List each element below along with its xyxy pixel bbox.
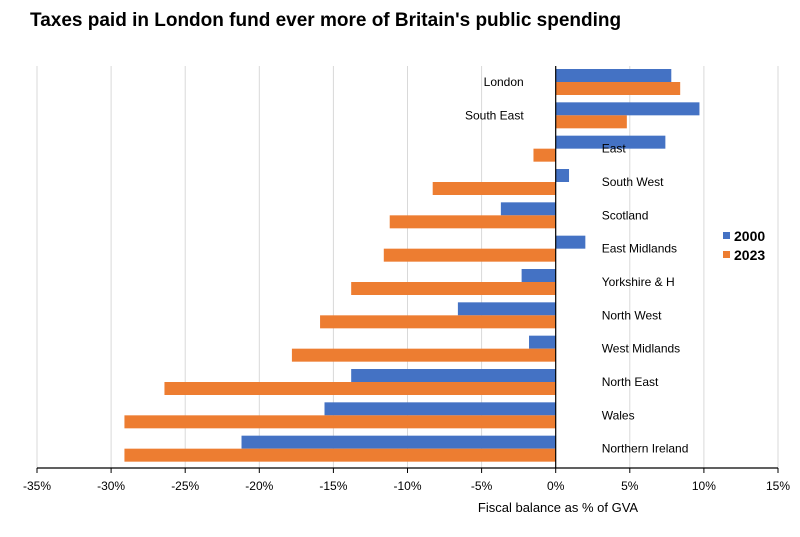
category-labels: London South East East South West Scotland Ea… xyxy=(465,75,688,456)
bar-2023-south-west xyxy=(432,182,556,195)
x-tick-label: 0% xyxy=(547,479,565,493)
x-tick-label: -25% xyxy=(171,479,199,493)
bar-2000-north-west xyxy=(457,302,556,316)
category-label: East xyxy=(602,142,627,156)
grid-lines xyxy=(36,66,779,468)
bar-2023-wales xyxy=(124,415,556,429)
category-label: South East xyxy=(465,108,524,122)
bar-2000-west-midlands xyxy=(529,335,556,349)
category-label: West Midlands xyxy=(602,342,680,356)
bar-2023-scotland xyxy=(389,215,556,229)
category-label: Scotland xyxy=(602,208,649,222)
bar-2000-yorkshire-h xyxy=(521,269,556,282)
bars xyxy=(124,69,700,462)
legend-item-2000: 2000 xyxy=(723,226,765,245)
bar-2000-london xyxy=(555,69,672,82)
x-tick-label: -20% xyxy=(245,479,273,493)
bar-2000-wales xyxy=(324,402,556,416)
bar-2000-east xyxy=(555,135,666,149)
legend-item-2023: 2023 xyxy=(723,245,765,264)
x-tick-label: -5% xyxy=(471,479,493,493)
x-tick-label: 15% xyxy=(766,479,790,493)
category-label: North East xyxy=(602,375,659,389)
x-tick-label: -35% xyxy=(23,479,51,493)
bar-2023-northern-ireland xyxy=(124,448,556,462)
legend: 2000 2023 xyxy=(723,226,765,264)
category-label: Yorkshire & H xyxy=(602,275,675,289)
bar-2000-east-midlands xyxy=(555,235,586,249)
category-label: London xyxy=(484,75,524,89)
chart-title: Taxes paid in London fund ever more of B… xyxy=(30,10,622,31)
x-tick-label: -30% xyxy=(97,479,125,493)
legend-label-2000: 2000 xyxy=(734,227,766,244)
legend-swatch-2000 xyxy=(723,232,730,239)
legend-label-2023: 2023 xyxy=(734,246,766,263)
bar-2000-scotland xyxy=(500,202,556,216)
category-label: Northern Ireland xyxy=(602,442,689,456)
bar-2023-north-east xyxy=(164,382,556,395)
bar-2000-south-west xyxy=(555,169,570,182)
legend-swatch-2023 xyxy=(723,251,730,258)
tick-labels: -35% -30% -25% -20% -15% -10% -5% 0% 5% 10% 15% xyxy=(23,468,790,493)
x-tick-label: -10% xyxy=(393,479,421,493)
category-label: East Midlands xyxy=(602,242,677,256)
bar-2023-west-midlands xyxy=(291,348,556,362)
x-tick-label: -15% xyxy=(319,479,347,493)
bar-2023-east xyxy=(533,148,556,162)
bar-2023-south-east xyxy=(555,115,627,129)
category-label: Wales xyxy=(602,408,635,422)
x-tick-label: 10% xyxy=(692,479,716,493)
bar-2023-north-west xyxy=(320,315,556,329)
x-axis-label: Fiscal balance as % of GVA xyxy=(477,500,639,515)
bar-2023-east-midlands xyxy=(383,248,556,262)
bar-2000-south-east xyxy=(555,102,700,116)
bar-2023-yorkshire-h xyxy=(351,282,556,295)
category-label: South West xyxy=(602,175,664,189)
x-tick-label: 5% xyxy=(621,479,639,493)
bar-2000-northern-ireland xyxy=(241,435,556,449)
bar-2023-london xyxy=(555,82,681,95)
bar-2000-north-east xyxy=(351,369,556,382)
category-label: North West xyxy=(602,308,662,322)
